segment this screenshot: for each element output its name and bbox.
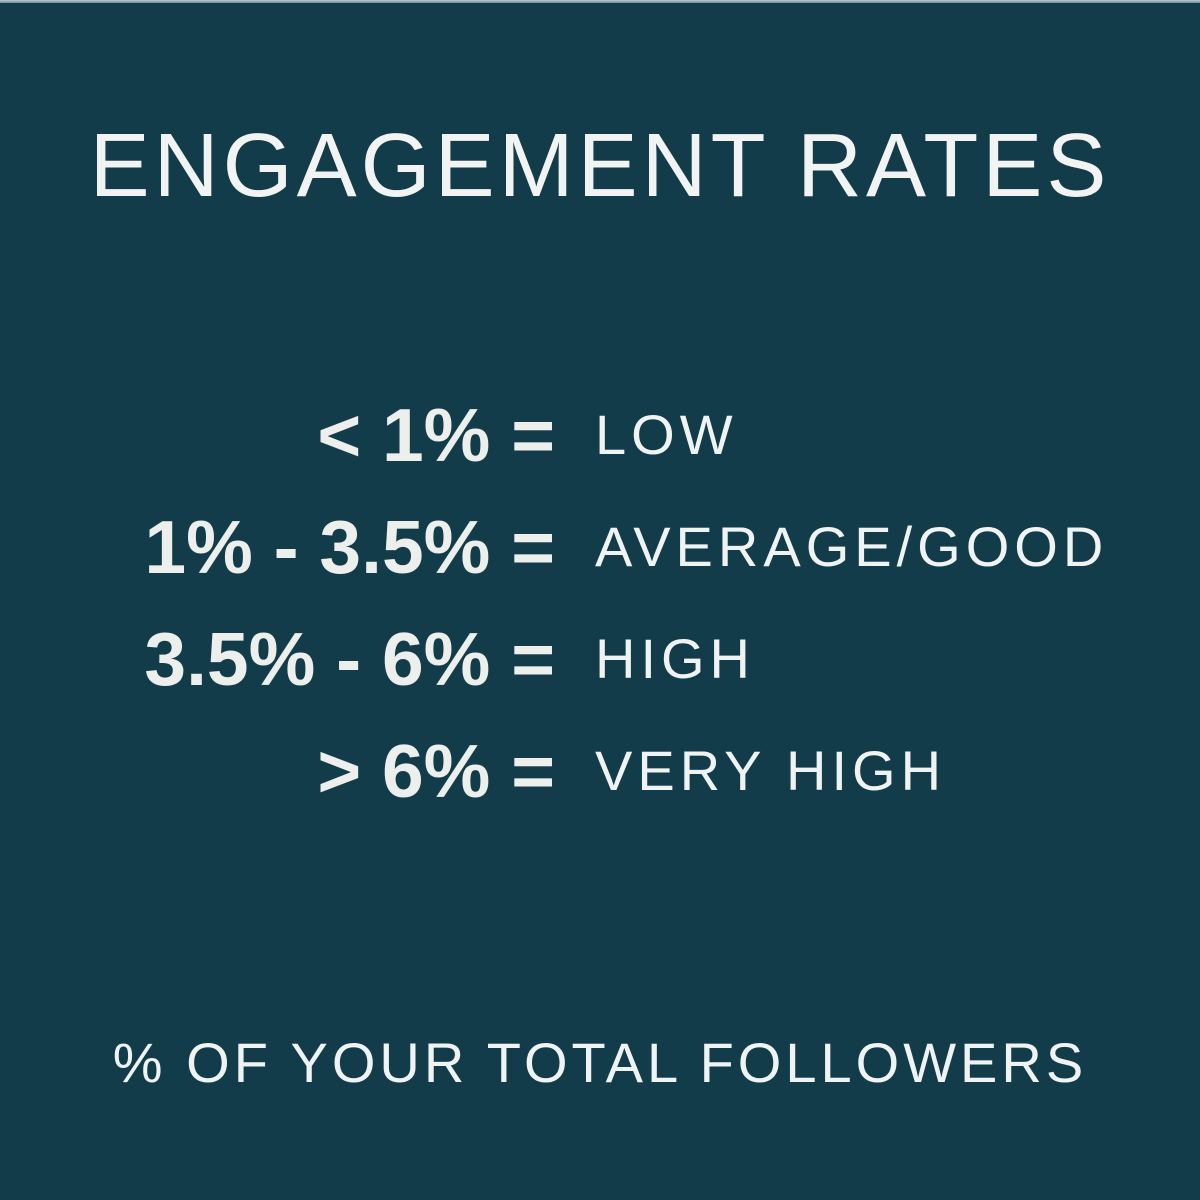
footer-note: % OF YOUR TOTAL FOLLOWERS bbox=[112, 1031, 1088, 1094]
rate-label: VERY HIGH bbox=[595, 739, 947, 802]
rate-range: 3.5% - 6% = bbox=[144, 616, 555, 701]
rate-range: > 6% = bbox=[317, 728, 555, 813]
rate-row-high: 3.5% - 6% = HIGH bbox=[0, 603, 1200, 715]
rate-row-very-high: > 6% = VERY HIGH bbox=[0, 715, 1200, 827]
top-edge-line bbox=[0, 0, 1200, 3]
rate-range: 1% - 3.5% = bbox=[144, 504, 555, 589]
rate-label: LOW bbox=[595, 403, 738, 466]
rate-row-average-good: 1% - 3.5% = AVERAGE/GOOD bbox=[0, 491, 1200, 603]
rate-range: < 1% = bbox=[317, 392, 555, 477]
rate-row-low: < 1% = LOW bbox=[0, 379, 1200, 491]
page-title: ENGAGEMENT RATES bbox=[89, 116, 1111, 216]
rates-table: < 1% = LOW 1% - 3.5% = AVERAGE/GOOD 3.5%… bbox=[0, 379, 1200, 827]
rate-label: AVERAGE/GOOD bbox=[595, 515, 1109, 578]
rate-label: HIGH bbox=[595, 627, 755, 690]
